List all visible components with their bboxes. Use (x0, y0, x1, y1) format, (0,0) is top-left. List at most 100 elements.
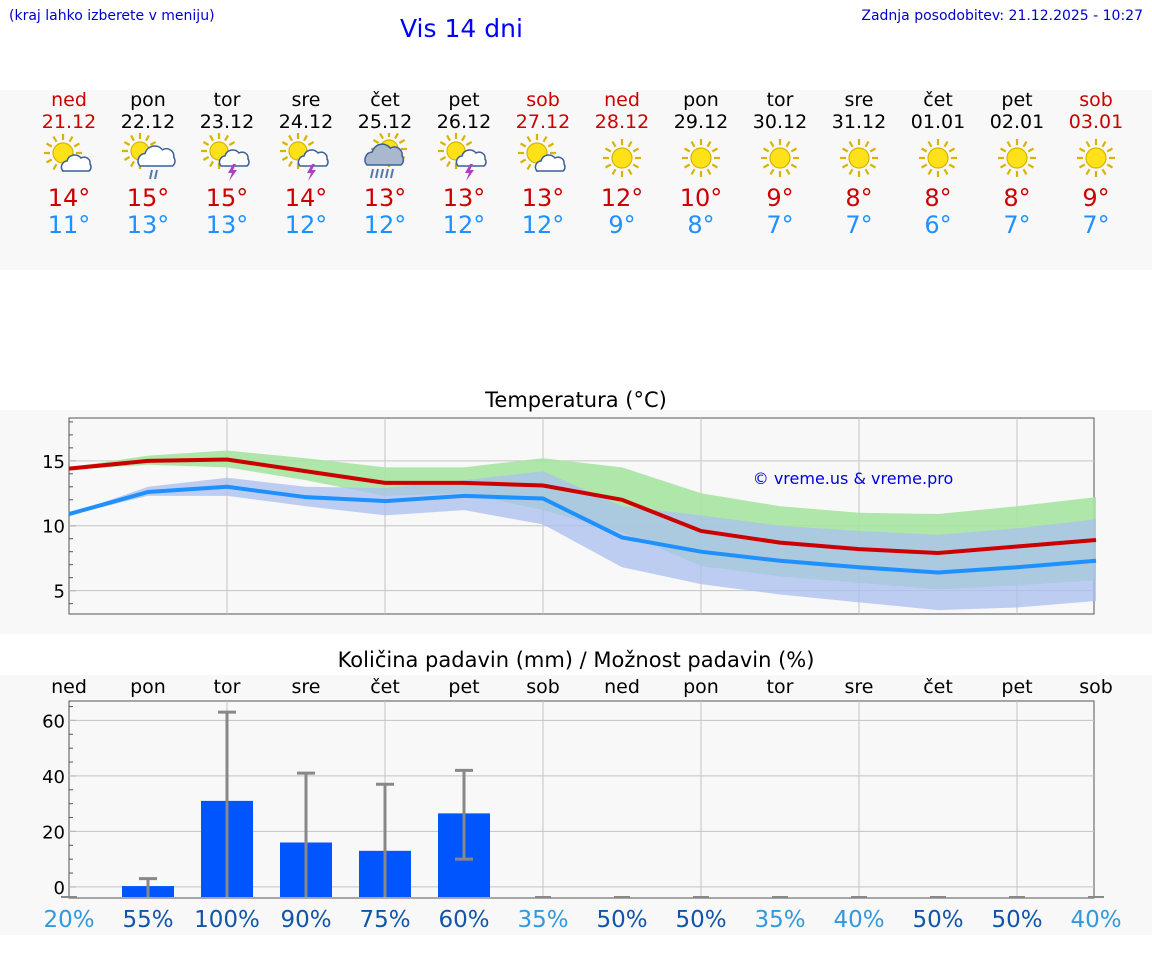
sun-ray (519, 158, 527, 164)
day-name: pon (130, 89, 166, 111)
category-label: ned (51, 676, 87, 698)
max-temp: 13° (442, 184, 486, 212)
day-date: 29.12 (673, 111, 729, 133)
sun-icon (761, 139, 799, 177)
sun-icon (998, 139, 1036, 177)
temp-chart-title: Temperatura (°C) (485, 388, 667, 412)
sun-ray (683, 147, 691, 153)
sun-thunder-icon (280, 133, 329, 181)
sun-ray (1022, 140, 1028, 148)
sun-ray (711, 163, 719, 169)
sun-ray (790, 147, 798, 153)
sun-ray (611, 140, 617, 148)
sun-ray (611, 168, 617, 176)
day-name: ned (604, 89, 640, 111)
category-label: sob (526, 676, 560, 698)
sun-icon (603, 139, 641, 177)
sun-ray (288, 160, 293, 168)
probability-label: 50% (912, 907, 963, 933)
day-date: 01.01 (910, 111, 966, 133)
max-temp: 9° (1082, 184, 1110, 212)
sun-disc (611, 147, 633, 169)
day-date: 30.12 (752, 111, 808, 133)
sun-ray (927, 140, 933, 148)
forecast-day: pon 22.12 15° 13° (108, 89, 188, 239)
category-label: tor (214, 676, 241, 698)
sun-ray (145, 134, 150, 142)
min-temp: 12° (284, 211, 328, 239)
sun-ray (547, 142, 555, 148)
sun-ray (1085, 168, 1091, 176)
sun-ray (999, 163, 1007, 169)
sun-ray (1027, 163, 1035, 169)
rain-drop (385, 168, 389, 179)
rain-drop (380, 168, 384, 179)
cloud-shape (297, 149, 329, 167)
sun-ray (45, 142, 53, 148)
sun-ray (149, 141, 157, 146)
forecast-day: tor 23.12 15° 13° (187, 89, 267, 239)
category-label: sre (292, 676, 321, 698)
sun-icon (998, 139, 1036, 177)
sun-ray (209, 134, 214, 142)
sun-ray (526, 163, 532, 171)
sun-ray (920, 147, 928, 153)
sun-ray (869, 147, 877, 153)
probability-label: 55% (122, 907, 173, 933)
cloud-shape (455, 149, 487, 167)
page-title: Vis 14 dni (400, 14, 523, 43)
sun-ray (52, 163, 58, 171)
sun-ray (209, 160, 214, 168)
max-temp: 8° (845, 184, 873, 212)
sun-ray (848, 168, 854, 176)
sun-ray (123, 156, 131, 161)
sun-ray (690, 140, 696, 148)
sun-ray (303, 134, 308, 142)
max-temp: 15° (126, 184, 170, 212)
sun-ray (1101, 140, 1107, 148)
forecast-day: pon 29.12 10° 8° (661, 89, 741, 239)
sun-icon (1077, 139, 1115, 177)
category-label: pon (130, 676, 166, 698)
sun-icon (682, 139, 720, 177)
sun-disc (848, 147, 870, 169)
max-temp: 13° (521, 184, 565, 212)
sun-ray (627, 168, 633, 176)
day-name: pet (1001, 89, 1033, 111)
sun-ray (762, 147, 770, 153)
sun-thunder-icon (438, 133, 487, 181)
min-temp: 7° (1082, 211, 1110, 239)
sun-ray (1085, 140, 1091, 148)
sun-ray (869, 163, 877, 169)
sun-ray (519, 142, 527, 148)
sun-ray (123, 141, 131, 146)
forecast-day: čet 25.12 13° 12° (345, 89, 425, 239)
forecast-day: ned 21.12 14° 11° (29, 89, 109, 239)
probability-label: 50% (675, 907, 726, 933)
sun-ray (379, 133, 384, 140)
day-date: 03.01 (1068, 111, 1124, 133)
category-label: ned (604, 676, 640, 698)
sun-ray (398, 139, 406, 144)
temperature-chart: 5 10 15 © vreme.us & vreme.pro (42, 417, 1097, 615)
rain-drop (390, 168, 394, 179)
sun-ray (785, 168, 791, 176)
day-name: pon (683, 89, 719, 111)
max-temp: 10° (679, 184, 723, 212)
day-name: sre (844, 89, 874, 111)
sun-ray (848, 140, 854, 148)
category-label: pon (683, 676, 719, 698)
sun-ray (68, 135, 74, 143)
day-date: 22.12 (120, 111, 176, 133)
sun-ray (1101, 168, 1107, 176)
sun-ray (52, 135, 58, 143)
rain-drop (154, 169, 158, 180)
sun-ray (762, 163, 770, 169)
day-name: tor (766, 89, 794, 111)
sun-ray (394, 133, 399, 140)
sun-thunder-icon (280, 133, 329, 181)
sun-ray (683, 163, 691, 169)
max-temp: 15° (205, 184, 249, 212)
location-hint[interactable]: (kraj lahko izberete v meniju) (9, 8, 215, 24)
y-tick-label: 15 (42, 452, 65, 473)
